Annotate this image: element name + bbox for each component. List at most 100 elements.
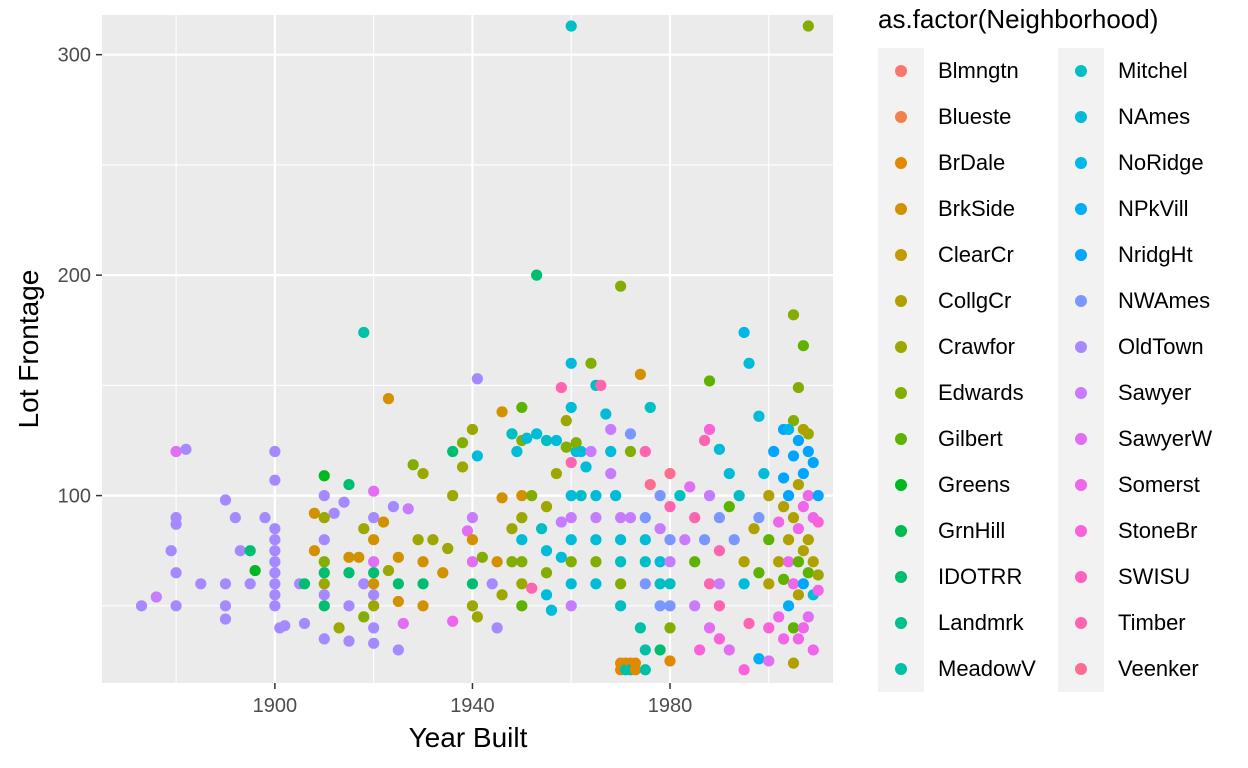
data-point	[387, 501, 400, 513]
data-point	[738, 578, 750, 590]
data-point	[792, 556, 805, 568]
data-point	[674, 490, 686, 502]
legend-item: Blmngtn	[878, 48, 1019, 94]
data-point	[664, 501, 676, 513]
legend-key	[878, 94, 924, 140]
data-point	[639, 534, 651, 546]
data-point	[664, 534, 676, 546]
data-point	[447, 615, 459, 627]
data-point	[368, 534, 380, 546]
data-point	[506, 428, 518, 440]
data-point	[763, 622, 775, 634]
data-point	[802, 445, 814, 458]
data-point	[318, 490, 330, 502]
data-point	[496, 492, 508, 504]
data-point	[170, 600, 182, 612]
data-point	[778, 472, 790, 484]
data-point	[511, 445, 523, 458]
legend-label: Greens	[938, 472, 1011, 497]
data-point	[516, 512, 528, 524]
legend-dot-icon	[895, 249, 907, 261]
data-point	[590, 556, 602, 568]
data-point	[535, 523, 548, 535]
legend-label: BrDale	[938, 150, 1006, 175]
legend-item: StoneBr	[1058, 508, 1198, 554]
legend-column-left: Blmngtn Blueste BrDale BrkSide ClearCr CollgC…	[878, 48, 1036, 692]
legend-label: Mitchel	[1118, 58, 1188, 83]
legend: as.factor(Neighborhood) Blmngtn Blueste Br…	[878, 0, 1238, 700]
data-point	[723, 501, 735, 513]
data-point	[491, 556, 503, 568]
data-point	[368, 556, 380, 568]
data-point	[550, 434, 563, 447]
data-point	[417, 556, 429, 568]
data-point	[605, 445, 617, 458]
data-point	[787, 415, 800, 427]
legend-dot-icon	[895, 387, 907, 399]
legend-key	[878, 324, 924, 370]
data-point	[629, 664, 642, 676]
legend-key	[878, 232, 924, 278]
data-point	[170, 567, 182, 579]
legend-label: SWISU	[1118, 564, 1191, 589]
data-point	[565, 600, 577, 612]
data-point	[664, 655, 676, 667]
legend-label: OldTown	[1118, 334, 1204, 359]
data-point	[466, 534, 479, 546]
legend-item: CollgCr	[878, 278, 1011, 324]
legend-dot-icon	[1075, 111, 1087, 123]
data-point	[150, 591, 162, 603]
data-point	[703, 578, 716, 590]
legend-label: SawyerW	[1118, 426, 1213, 451]
data-point	[615, 512, 627, 524]
x-tick-label: 1980	[648, 695, 693, 717]
data-point	[244, 578, 256, 590]
data-point	[269, 474, 281, 486]
data-point	[639, 664, 651, 676]
legend-item: NPkVill	[1058, 186, 1189, 232]
data-point	[787, 309, 800, 321]
data-point	[654, 644, 666, 656]
legend-key	[1058, 94, 1104, 140]
data-point	[689, 512, 701, 524]
data-point	[447, 445, 459, 458]
data-point	[575, 445, 587, 458]
data-point	[358, 326, 370, 339]
data-point	[560, 441, 572, 453]
data-point	[763, 490, 775, 502]
legend-label: ClearCr	[938, 242, 1014, 267]
legend-dot-icon	[1075, 295, 1087, 307]
legend-item: NoRidge	[1058, 140, 1204, 186]
data-point	[797, 622, 809, 634]
legend-dot-icon	[895, 65, 907, 77]
data-point	[600, 408, 612, 420]
legend-dot-icon	[895, 663, 907, 675]
legend-item: Sawyer	[1058, 370, 1191, 416]
data-point	[466, 512, 479, 524]
data-point	[590, 512, 602, 524]
legend-dot-icon	[1075, 525, 1087, 537]
data-point	[802, 534, 814, 546]
data-point	[244, 545, 256, 557]
data-point	[689, 600, 701, 612]
data-point	[392, 595, 404, 608]
data-point	[807, 644, 819, 656]
data-point	[392, 578, 404, 590]
data-point	[787, 622, 800, 634]
data-point	[318, 589, 330, 601]
data-point	[249, 564, 261, 577]
data-point	[279, 620, 291, 632]
data-point	[773, 516, 785, 528]
legend-dot-icon	[1075, 479, 1087, 491]
data-point	[792, 381, 805, 394]
data-point	[703, 622, 716, 634]
data-point	[585, 357, 597, 369]
y-tick-label: 300	[58, 45, 91, 67]
legend-key	[878, 370, 924, 416]
data-point	[427, 534, 439, 546]
data-point	[639, 445, 651, 458]
data-point	[417, 600, 429, 612]
data-point	[590, 578, 602, 590]
data-point	[219, 494, 232, 506]
data-point	[605, 467, 617, 480]
